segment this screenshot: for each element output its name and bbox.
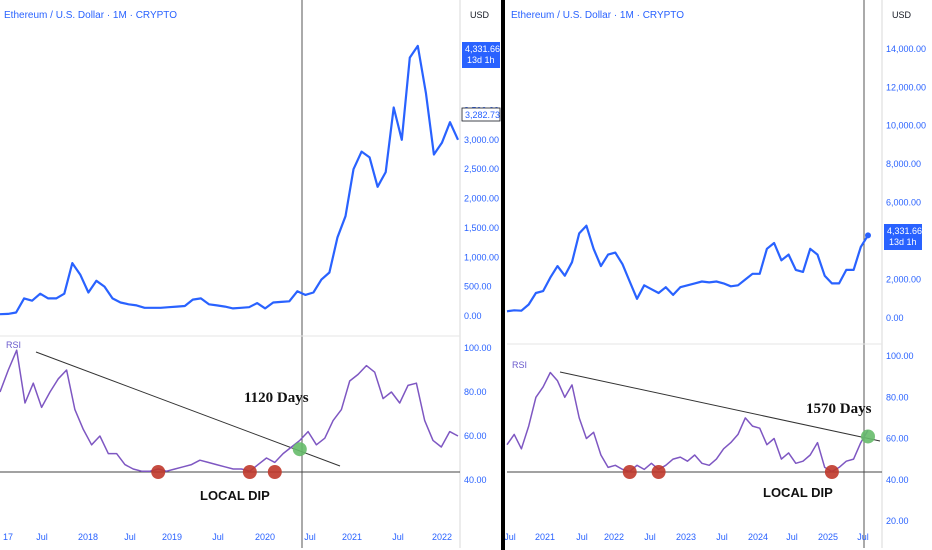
right-price-line <box>506 224 869 313</box>
left-price-tick-label: 0.00 <box>464 311 482 321</box>
right-price-tick-label: 14,000.00 <box>886 44 926 54</box>
left-price-marker-box <box>461 107 501 122</box>
left-price-tick-label: 3,000.00 <box>464 135 499 145</box>
left-x-tick-label: 2022 <box>432 532 452 542</box>
right-price-tick-label: 2,000.00 <box>886 275 921 285</box>
left-price-tick-label: 2,000.00 <box>464 194 499 204</box>
left-price-badge-value: 4,331.66 <box>465 44 500 54</box>
left-trend-line <box>35 351 341 467</box>
right-trend-line <box>559 371 881 442</box>
left-price-tick-label: 2,500.00 <box>464 164 499 174</box>
left-price-marker-value: 3,282.73 <box>465 110 500 120</box>
right-price-tick-label: 8,000.00 <box>886 159 921 169</box>
right-x-tick-label: 2021 <box>535 532 555 542</box>
right-price-tick-label: 6,000.00 <box>886 198 921 208</box>
left-x-tick-label: 2021 <box>342 532 362 542</box>
left-currency-label: USD <box>470 10 490 20</box>
right-rsi-tick-label: 20.00 <box>886 516 909 526</box>
right-x-tick-label: 2023 <box>676 532 696 542</box>
left-days-annotation: 1120 Days <box>244 390 309 406</box>
left-x-tick-label: Jul <box>304 532 316 542</box>
right-dip-marker <box>824 465 839 479</box>
left-price-badge-countdown: 13d 1h <box>467 55 495 65</box>
right-chart-title: Ethereum / U.S. Dollar · 1M · CRYPTO <box>511 10 685 21</box>
left-rsi-tick-label: 100.00 <box>464 343 492 353</box>
left-local-dip-annotation: LOCAL DIP <box>200 488 270 503</box>
left-chart-title: Ethereum / U.S. Dollar · 1M · CRYPTO <box>4 10 178 21</box>
left-rsi-line <box>0 349 459 472</box>
left-price-tick-label: 1,500.00 <box>464 223 499 233</box>
left-rsi-tick-label: 80.00 <box>464 387 487 397</box>
left-dip-marker <box>151 465 166 479</box>
left-x-tick-label: Jul <box>392 532 404 542</box>
left-x-tick-label: 2018 <box>78 532 98 542</box>
right-rsi-tick-label: 80.00 <box>886 392 909 402</box>
left-rsi-label: RSI <box>6 340 22 350</box>
right-price-badge <box>884 224 922 250</box>
left-dip-marker <box>242 465 257 479</box>
left-x-tick-label: 17 <box>3 532 13 542</box>
right-x-tick-label: Jul <box>644 532 656 542</box>
left-x-tick-label: Jul <box>124 532 136 542</box>
right-price-badge-countdown: 13d 1h <box>889 237 917 247</box>
left-breakout-marker <box>292 442 307 457</box>
right-dip-marker <box>622 465 637 479</box>
right-price-tick-label: 10,000.00 <box>886 121 926 131</box>
right-x-tick-label: 2024 <box>748 532 768 542</box>
right-rsi-tick-label: 60.00 <box>886 434 909 444</box>
right-x-tick-label: 2025 <box>818 532 838 542</box>
right-dip-marker <box>651 465 666 479</box>
right-breakout-marker <box>861 429 875 444</box>
right-price-tick-label: 0.00 <box>886 313 904 323</box>
panel-divider <box>501 0 505 550</box>
right-last-price-dot <box>865 232 871 239</box>
left-price-tick-label: 1,000.00 <box>464 252 499 262</box>
right-price-badge-value: 4,331.66 <box>887 226 922 236</box>
right-rsi-label: RSI <box>512 360 528 370</box>
right-rsi-tick-label: 100.00 <box>886 351 914 361</box>
right-local-dip-annotation: LOCAL DIP <box>763 485 833 500</box>
left-price-tick-label: 500.00 <box>464 282 492 292</box>
left-x-tick-label: 2019 <box>162 532 182 542</box>
left-x-tick-label: Jul <box>212 532 224 542</box>
right-x-tick-label: 2022 <box>604 532 624 542</box>
right-rsi-line <box>506 371 869 473</box>
right-x-tick-label: Jul <box>786 532 798 542</box>
right-x-tick-label: Jul <box>504 532 516 542</box>
right-rsi-tick-label: 40.00 <box>886 475 909 485</box>
right-x-tick-label: Jul <box>576 532 588 542</box>
left-price-badge <box>462 42 500 68</box>
right-x-tick-label: Jul <box>857 532 869 542</box>
left-x-tick-label: Jul <box>36 532 48 542</box>
left-price-line <box>0 44 460 316</box>
left-rsi-tick-label: 40.00 <box>464 475 487 485</box>
left-dip-marker <box>267 465 282 479</box>
right-x-tick-label: Jul <box>716 532 728 542</box>
right-price-tick-label: 12,000.00 <box>886 82 926 92</box>
left-x-tick-label: 2020 <box>255 532 275 542</box>
right-days-annotation: 1570 Days <box>806 401 872 417</box>
right-currency-label: USD <box>892 10 912 20</box>
left-rsi-tick-label: 60.00 <box>464 431 487 441</box>
